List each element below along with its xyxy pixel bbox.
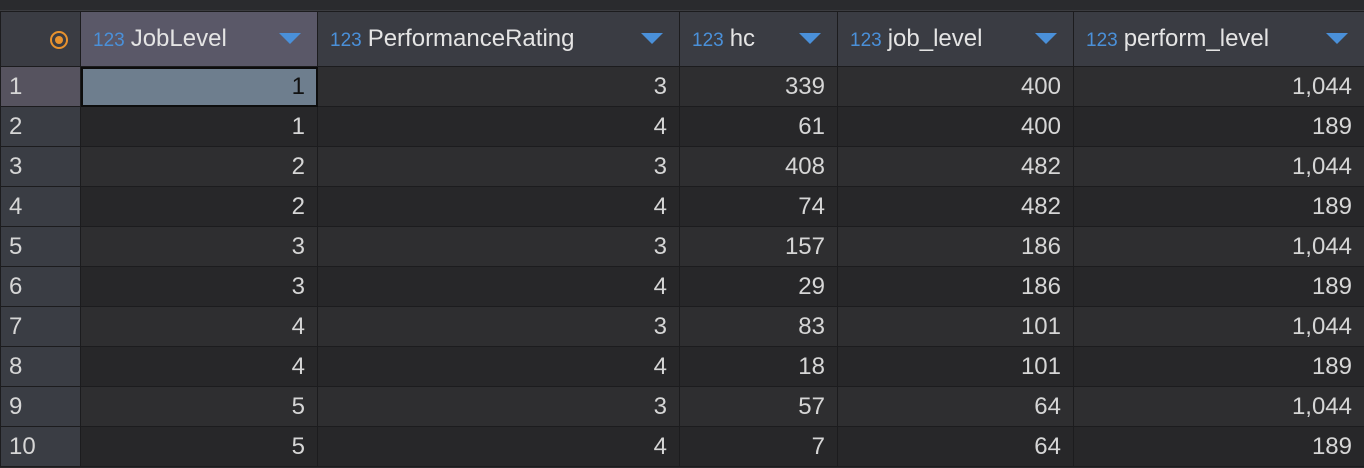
table-row[interactable]: 1 1 3 339 400 1,044	[0, 66, 1364, 107]
cell-job_level[interactable]: 64	[837, 386, 1074, 427]
cell-hc[interactable]: 74	[679, 186, 838, 227]
column-name: PerformanceRating	[367, 25, 575, 52]
cell-job_level[interactable]: 482	[837, 146, 1074, 187]
cell-performancerating[interactable]: 3	[317, 226, 680, 267]
table-row[interactable]: 4 2 4 74 482 189	[0, 186, 1364, 227]
column-header-performancerating[interactable]: 123 PerformanceRating	[317, 11, 680, 67]
column-header-hc[interactable]: 123 hc	[679, 11, 838, 67]
cell-performancerating[interactable]: 4	[317, 426, 680, 467]
cell-performancerating[interactable]: 3	[317, 386, 680, 427]
select-all-corner[interactable]	[0, 11, 81, 67]
cell-hc[interactable]: 29	[679, 266, 838, 307]
cell-hc[interactable]: 7	[679, 426, 838, 467]
row-number[interactable]: 7	[0, 306, 81, 347]
cell-performancerating[interactable]: 4	[317, 186, 680, 227]
results-grid[interactable]: 123 JobLevel 123 PerformanceRating 123 hc 1…	[0, 11, 1364, 467]
table-row[interactable]: 10 5 4 7 64 189	[0, 426, 1364, 467]
number-type-icon: 123	[850, 30, 882, 51]
cell-hc[interactable]: 83	[679, 306, 838, 347]
row-number[interactable]: 3	[0, 146, 81, 187]
cell-perform_level[interactable]: 1,044	[1073, 386, 1364, 427]
cell-joblevel[interactable]: 4	[80, 346, 318, 387]
header-row: 123 JobLevel 123 PerformanceRating 123 hc 1…	[0, 11, 1364, 67]
row-number[interactable]: 1	[0, 66, 81, 107]
table-row[interactable]: 8 4 4 18 101 189	[0, 346, 1364, 387]
table-row[interactable]: 7 4 3 83 101 1,044	[0, 306, 1364, 347]
radio-icon	[50, 30, 68, 49]
cell-joblevel[interactable]: 1	[80, 106, 318, 147]
row-number[interactable]: 5	[0, 226, 81, 267]
cell-job_level[interactable]: 400	[837, 66, 1074, 107]
table-row[interactable]: 9 5 3 57 64 1,044	[0, 386, 1364, 427]
cell-joblevel[interactable]: 5	[80, 426, 318, 467]
cell-job_level[interactable]: 186	[837, 266, 1074, 307]
column-name: perform_level	[1123, 25, 1270, 52]
row-number[interactable]: 2	[0, 106, 81, 147]
table-row[interactable]: 2 1 4 61 400 189	[0, 106, 1364, 147]
cell-hc[interactable]: 339	[679, 66, 838, 107]
cell-hc[interactable]: 18	[679, 346, 838, 387]
sort-filter-arrow-icon[interactable]	[799, 33, 821, 44]
row-number[interactable]: 10	[0, 426, 81, 467]
cell-performancerating[interactable]: 3	[317, 146, 680, 187]
cell-perform_level[interactable]: 189	[1073, 266, 1364, 307]
column-name: job_level	[887, 25, 983, 52]
column-header-perform-level[interactable]: 123 perform_level	[1073, 11, 1364, 67]
column-header-joblevel[interactable]: 123 JobLevel	[80, 11, 318, 67]
cell-perform_level[interactable]: 189	[1073, 186, 1364, 227]
number-type-icon: 123	[93, 30, 125, 51]
cell-performancerating[interactable]: 4	[317, 346, 680, 387]
cell-hc[interactable]: 57	[679, 386, 838, 427]
toolbar-strip	[0, 0, 1364, 11]
cell-performancerating[interactable]: 4	[317, 106, 680, 147]
cell-hc[interactable]: 61	[679, 106, 838, 147]
row-number[interactable]: 8	[0, 346, 81, 387]
sort-filter-arrow-icon[interactable]	[279, 33, 301, 44]
cell-performancerating[interactable]: 3	[317, 66, 680, 107]
cell-joblevel[interactable]: 2	[80, 186, 318, 227]
cell-perform_level[interactable]: 189	[1073, 106, 1364, 147]
cell-joblevel[interactable]: 5	[80, 386, 318, 427]
cell-job_level[interactable]: 400	[837, 106, 1074, 147]
row-number[interactable]: 6	[0, 266, 81, 307]
cell-job_level[interactable]: 101	[837, 306, 1074, 347]
cell-hc[interactable]: 157	[679, 226, 838, 267]
cell-perform_level[interactable]: 1,044	[1073, 306, 1364, 347]
column-name: hc	[729, 25, 756, 52]
cell-joblevel[interactable]: 4	[80, 306, 318, 347]
cell-job_level[interactable]: 482	[837, 186, 1074, 227]
number-type-icon: 123	[1086, 30, 1118, 51]
cell-job_level[interactable]: 101	[837, 346, 1074, 387]
number-type-icon: 123	[330, 30, 362, 51]
cell-joblevel[interactable]: 1	[80, 66, 318, 107]
cell-joblevel[interactable]: 3	[80, 226, 318, 267]
cell-joblevel[interactable]: 3	[80, 266, 318, 307]
cell-job_level[interactable]: 186	[837, 226, 1074, 267]
cell-performancerating[interactable]: 3	[317, 306, 680, 347]
table-row[interactable]: 3 2 3 408 482 1,044	[0, 146, 1364, 187]
cell-perform_level[interactable]: 189	[1073, 346, 1364, 387]
cell-perform_level[interactable]: 1,044	[1073, 146, 1364, 187]
cell-perform_level[interactable]: 189	[1073, 426, 1364, 467]
number-type-icon: 123	[692, 30, 724, 51]
cell-performancerating[interactable]: 4	[317, 266, 680, 307]
cell-hc[interactable]: 408	[679, 146, 838, 187]
row-number[interactable]: 4	[0, 186, 81, 227]
sort-filter-arrow-icon[interactable]	[1035, 33, 1057, 44]
cell-joblevel[interactable]: 2	[80, 146, 318, 187]
cell-job_level[interactable]: 64	[837, 426, 1074, 467]
cell-perform_level[interactable]: 1,044	[1073, 66, 1364, 107]
column-name: JobLevel	[130, 25, 227, 52]
table-row[interactable]: 6 3 4 29 186 189	[0, 266, 1364, 307]
sort-filter-arrow-icon[interactable]	[641, 33, 663, 44]
row-number[interactable]: 9	[0, 386, 81, 427]
table-row[interactable]: 5 3 3 157 186 1,044	[0, 226, 1364, 267]
column-header-job-level[interactable]: 123 job_level	[837, 11, 1074, 67]
sort-filter-arrow-icon[interactable]	[1326, 33, 1348, 44]
cell-perform_level[interactable]: 1,044	[1073, 226, 1364, 267]
